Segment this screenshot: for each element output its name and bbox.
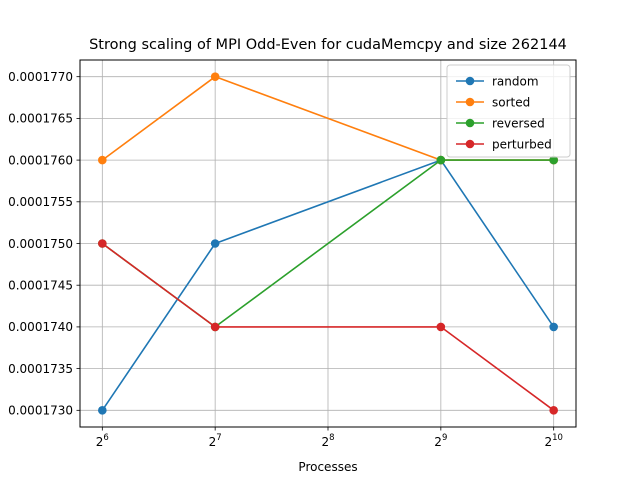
- data-point-sorted: [210, 72, 220, 81]
- data-point-perturbed: [98, 239, 107, 248]
- legend-label: sorted: [492, 95, 530, 109]
- legend-item-reversed: reversed: [456, 116, 545, 130]
- x-tick-label: 26: [96, 433, 109, 449]
- y-tick-label: 0.0001740: [8, 320, 73, 334]
- data-point-random: [549, 322, 558, 332]
- legend-label: perturbed: [492, 137, 552, 151]
- legend-swatch-marker: [465, 76, 475, 86]
- data-point-reversed: [436, 155, 446, 165]
- data-point-sorted: [98, 155, 107, 165]
- data-point-perturbed: [549, 406, 558, 415]
- y-tick-label: 0.0001755: [8, 195, 73, 209]
- data-point-random: [98, 406, 107, 415]
- y-tick-label: 0.0001730: [8, 404, 73, 418]
- legend-swatch-marker: [465, 97, 475, 107]
- y-tick-label: 0.0001745: [8, 279, 73, 293]
- data-point-random: [210, 239, 220, 248]
- x-axis: 26 27 28 29 210: [96, 427, 563, 449]
- series-perturbed: [98, 239, 558, 415]
- x-tick-label: 28: [321, 433, 334, 449]
- y-axis: 0.0001730 0.0001735 0.0001740 0.0001745 0.00…: [8, 70, 80, 418]
- x-tick-label: 27: [209, 433, 222, 449]
- series-line-random: [101, 159, 555, 411]
- data-point-perturbed: [210, 322, 220, 332]
- legend-item-sorted: sorted: [456, 95, 530, 109]
- y-tick-label: 0.0001765: [8, 112, 73, 126]
- legend-box: [446, 64, 571, 158]
- x-tick-label: 29: [434, 433, 447, 449]
- legend-item-random: random: [456, 74, 539, 88]
- legend-swatch-marker: [465, 139, 475, 149]
- y-tick-label: 0.0001735: [8, 362, 73, 376]
- data-point-reversed: [549, 155, 558, 165]
- legend-item-perturbed: perturbed: [456, 137, 552, 151]
- legend-label: reversed: [492, 116, 545, 130]
- legend-label: random: [492, 74, 539, 88]
- x-axis-label: Processes: [298, 460, 357, 474]
- series-line-perturbed: [101, 242, 555, 411]
- y-tick-label: 0.0001760: [8, 153, 73, 167]
- y-tick-label: 0.0001770: [8, 70, 73, 84]
- x-tick-label: 210: [544, 433, 562, 449]
- chart-title: Strong scaling of MPI Odd-Even for cudaM…: [89, 37, 567, 53]
- data-point-perturbed: [436, 322, 446, 332]
- series-layer: [98, 72, 558, 415]
- y-tick-label: 0.0001750: [8, 237, 73, 251]
- legend: random sorted reversed perturbed: [446, 64, 571, 158]
- legend-swatch-marker: [465, 118, 475, 128]
